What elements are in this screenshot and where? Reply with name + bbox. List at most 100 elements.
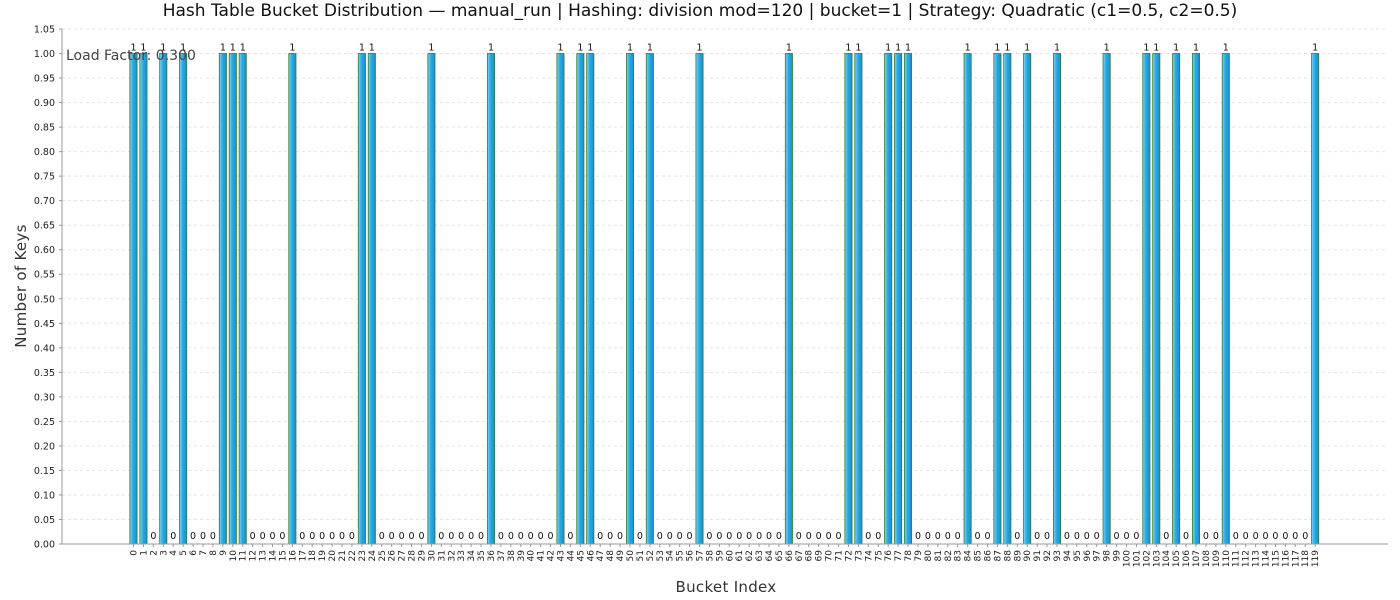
x-tick-label: 15 — [278, 550, 288, 561]
x-tick-label: 60 — [725, 550, 735, 562]
bar — [854, 53, 863, 545]
data-label: 0 — [955, 531, 961, 542]
x-tick-label: 51 — [636, 550, 646, 561]
data-label: 0 — [528, 531, 534, 542]
data-label: 1 — [1143, 43, 1149, 54]
data-label: 1 — [855, 43, 861, 54]
bar — [963, 53, 972, 545]
x-tick-label: 87 — [993, 550, 1003, 561]
y-tick-label: 1.05 — [34, 25, 55, 36]
data-label: 1 — [845, 43, 851, 54]
x-tick-label: 77 — [894, 550, 904, 561]
data-label: 0 — [617, 531, 623, 542]
data-label: 1 — [885, 43, 891, 54]
data-label: 0 — [567, 531, 573, 542]
bar — [129, 53, 138, 545]
bar — [1152, 53, 1161, 545]
data-label: 1 — [647, 43, 653, 54]
y-tick-label: 0.90 — [34, 98, 55, 109]
data-label: 1 — [180, 43, 186, 54]
data-label: 0 — [508, 531, 514, 542]
x-tick-label: 27 — [398, 550, 408, 561]
bar — [486, 53, 495, 545]
data-label: 0 — [250, 531, 256, 542]
x-tick-label: 24 — [368, 550, 378, 562]
load-factor-annotation: Load Factor: 0.300 — [66, 48, 196, 64]
data-label: 0 — [1044, 531, 1050, 542]
x-tick-label: 108 — [1202, 550, 1212, 567]
x-tick-label: 19 — [318, 550, 328, 562]
x-tick-label: 44 — [566, 550, 576, 562]
data-label: 1 — [627, 43, 633, 54]
y-tick-label: 0.70 — [34, 196, 55, 207]
y-tick-label: 0.00 — [34, 540, 55, 551]
x-tick-label: 54 — [666, 550, 676, 562]
data-label: 1 — [994, 43, 1000, 54]
data-label: 0 — [279, 531, 285, 542]
data-label: 1 — [587, 43, 593, 54]
x-tick-label: 20 — [328, 550, 338, 562]
data-label: 0 — [806, 531, 812, 542]
x-tick-label: 119 — [1311, 550, 1321, 567]
data-label: 0 — [548, 531, 554, 542]
data-label: 1 — [1193, 43, 1199, 54]
x-tick-label: 118 — [1301, 550, 1311, 567]
data-label: 1 — [230, 43, 236, 54]
bar — [894, 53, 903, 545]
x-tick-label: 98 — [1103, 550, 1113, 562]
x-axis-title: Bucket Index — [676, 578, 777, 596]
x-tick-label: 26 — [388, 550, 398, 562]
y-tick-label: 0.80 — [34, 147, 55, 158]
data-label: 0 — [210, 531, 216, 542]
bar — [367, 53, 376, 545]
x-tick-label: 91 — [1033, 550, 1043, 561]
data-label: 0 — [836, 531, 842, 542]
data-label: 0 — [200, 531, 206, 542]
x-tick-label: 49 — [616, 550, 626, 562]
data-label: 0 — [379, 531, 385, 542]
bar — [884, 53, 893, 545]
data-label: 1 — [786, 43, 792, 54]
bar — [1003, 53, 1012, 545]
x-tick-label: 109 — [1212, 550, 1222, 567]
x-tick-label: 68 — [805, 550, 815, 562]
data-label: 0 — [1183, 531, 1189, 542]
data-label: 0 — [339, 531, 345, 542]
bar — [844, 53, 853, 545]
x-tick-label: 101 — [1132, 550, 1142, 567]
data-label: 0 — [667, 531, 673, 542]
data-label: 0 — [706, 531, 712, 542]
y-tick-label: 0.20 — [34, 441, 55, 452]
data-label: 0 — [816, 531, 822, 542]
bar — [1142, 53, 1151, 545]
x-tick-label: 71 — [835, 550, 845, 561]
data-label: 1 — [577, 43, 583, 54]
data-label: 0 — [1302, 531, 1308, 542]
data-label: 1 — [359, 43, 365, 54]
y-tick-label: 0.55 — [34, 270, 55, 281]
x-tick-label: 115 — [1271, 550, 1281, 567]
y-tick-label: 0.05 — [34, 515, 55, 526]
x-tick-label: 13 — [259, 550, 269, 561]
data-label: 0 — [1213, 531, 1219, 542]
x-tick-label: 85 — [974, 550, 984, 561]
data-label: 0 — [1203, 531, 1209, 542]
data-label: 0 — [1084, 531, 1090, 542]
data-label: 1 — [488, 43, 494, 54]
x-tick-label: 5 — [179, 550, 189, 556]
y-tick-label: 0.25 — [34, 417, 55, 428]
data-label: 1 — [369, 43, 375, 54]
data-label: 0 — [190, 531, 196, 542]
y-tick-label: 0.30 — [34, 392, 55, 403]
bar — [179, 53, 188, 545]
data-label: 0 — [746, 531, 752, 542]
x-tick-label: 61 — [735, 550, 745, 561]
data-label: 0 — [448, 531, 454, 542]
data-label: 0 — [409, 531, 415, 542]
x-tick-label: 30 — [427, 550, 437, 562]
x-tick-label: 3 — [159, 550, 169, 556]
data-label: 0 — [309, 531, 315, 542]
x-tick-label: 8 — [209, 550, 219, 556]
x-tick-label: 28 — [408, 550, 418, 562]
data-label: 0 — [726, 531, 732, 542]
